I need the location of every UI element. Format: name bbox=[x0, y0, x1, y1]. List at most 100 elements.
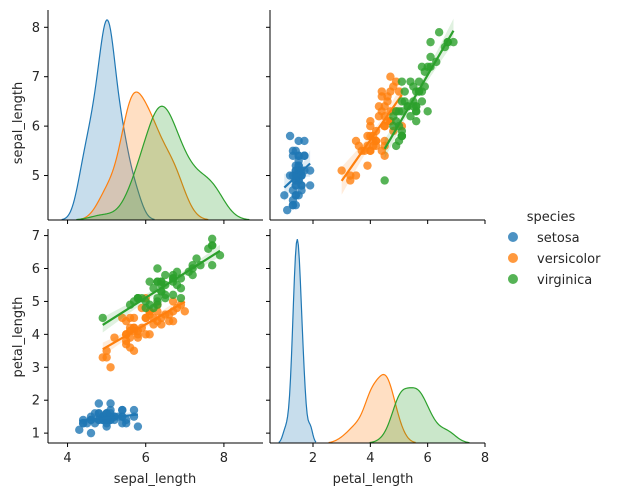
point-setosa bbox=[118, 405, 127, 415]
point-versicolor bbox=[121, 316, 131, 326]
point-virginica bbox=[207, 261, 217, 270]
point-versicolor bbox=[386, 72, 395, 81]
legend-marker-versicolor bbox=[508, 253, 518, 263]
point-virginica bbox=[141, 303, 150, 313]
ci-band-versicolor bbox=[341, 84, 402, 195]
panel-11-xtick-label: 2 bbox=[309, 451, 317, 466]
panel-10-ytick-label: 2 bbox=[32, 394, 40, 409]
panel-11-xtick-label: 8 bbox=[481, 451, 489, 466]
panel-sepal-sepal-kde: 5 6 7 8 bbox=[32, 10, 263, 224]
point-setosa bbox=[285, 131, 295, 141]
point-virginica bbox=[412, 116, 421, 126]
point-virginica bbox=[98, 313, 107, 323]
point-versicolor bbox=[164, 316, 174, 326]
point-setosa bbox=[129, 405, 139, 415]
panel-00-ytick-label: 7 bbox=[32, 70, 40, 85]
point-versicolor bbox=[110, 333, 119, 342]
point-virginica bbox=[417, 62, 427, 72]
point-setosa bbox=[283, 205, 292, 215]
point-virginica bbox=[397, 126, 407, 136]
regression-line-virginica bbox=[383, 30, 455, 150]
legend-marker-setosa bbox=[508, 232, 518, 242]
regression-line-versicolor bbox=[340, 94, 403, 182]
point-virginica bbox=[406, 77, 415, 86]
point-virginica bbox=[137, 293, 147, 303]
legend-label-virginica: virginica bbox=[537, 273, 592, 288]
point-versicolor bbox=[149, 320, 158, 329]
y-axis-label-sepal-length: sepal_length bbox=[11, 82, 26, 165]
point-versicolor bbox=[145, 310, 154, 319]
point-setosa bbox=[305, 166, 315, 175]
legend-title: species bbox=[527, 210, 576, 225]
panel-10-ytick-label: 3 bbox=[32, 361, 40, 376]
panel-11-xtick-label: 4 bbox=[366, 451, 374, 466]
panel-10-xtick-label: 8 bbox=[220, 451, 228, 466]
point-setosa bbox=[291, 181, 300, 190]
point-setosa bbox=[288, 200, 298, 210]
panel-10-ytick-label: 7 bbox=[32, 229, 40, 244]
panel-petal-vs-sepal-scatter: 4 6 8 1 2 3 4 5 6 7 bbox=[32, 229, 263, 466]
point-virginica bbox=[449, 37, 458, 47]
point-virginica bbox=[207, 241, 217, 250]
kde-fill-versicolor bbox=[328, 374, 416, 443]
point-virginica bbox=[207, 234, 217, 244]
panel-10-xtick-label: 6 bbox=[142, 451, 150, 466]
point-virginica bbox=[380, 176, 389, 185]
kde-line-versicolor bbox=[78, 91, 209, 220]
point-setosa bbox=[133, 422, 143, 431]
point-setosa bbox=[86, 428, 96, 438]
point-versicolor bbox=[366, 116, 375, 126]
point-virginica bbox=[161, 270, 170, 280]
point-virginica bbox=[426, 52, 435, 62]
y-axis-label-petal-length: petal_length bbox=[11, 297, 26, 378]
point-versicolor bbox=[106, 363, 115, 372]
point-versicolor bbox=[386, 87, 395, 96]
kde-fill-setosa bbox=[61, 20, 155, 220]
kde-line-setosa bbox=[61, 19, 155, 220]
point-versicolor bbox=[145, 330, 154, 339]
point-versicolor bbox=[377, 146, 386, 156]
point-virginica bbox=[400, 87, 409, 96]
point-virginica bbox=[414, 77, 424, 86]
point-virginica bbox=[391, 141, 401, 151]
x-axis-label-sepal-length: sepal_length bbox=[114, 472, 197, 487]
point-virginica bbox=[394, 107, 404, 116]
point-versicolor bbox=[337, 166, 346, 175]
point-virginica bbox=[188, 270, 197, 280]
point-versicolor bbox=[363, 161, 372, 170]
point-setosa bbox=[291, 191, 300, 200]
x-axis-label-petal-length: petal_length bbox=[333, 472, 414, 487]
point-virginica bbox=[168, 290, 178, 300]
legend-entry-virginica: virginica bbox=[508, 273, 592, 288]
point-versicolor bbox=[129, 346, 139, 356]
point-virginica bbox=[417, 97, 427, 106]
point-virginica bbox=[406, 112, 415, 121]
legend-label-versicolor: versicolor bbox=[537, 252, 601, 267]
kde-line-versicolor bbox=[328, 373, 416, 443]
point-virginica bbox=[434, 28, 444, 37]
point-virginica bbox=[389, 121, 398, 131]
point-virginica bbox=[145, 277, 154, 286]
point-setosa bbox=[280, 191, 289, 200]
point-setosa bbox=[305, 181, 315, 190]
point-virginica bbox=[423, 107, 432, 116]
panel-10-ytick-label: 5 bbox=[32, 295, 40, 310]
kde-fill-versicolor bbox=[78, 92, 209, 220]
kde-line-virginica bbox=[76, 105, 250, 220]
point-virginica bbox=[168, 274, 178, 283]
regression-line-virginica bbox=[102, 249, 221, 326]
point-setosa bbox=[106, 399, 115, 408]
legend-entry-setosa: setosa bbox=[508, 231, 580, 246]
point-virginica bbox=[400, 97, 409, 106]
series-setosa bbox=[280, 131, 315, 215]
panel-petal-petal-kde: 2 4 6 8 bbox=[266, 229, 489, 466]
legend: species setosa versicolor virginica bbox=[508, 210, 601, 288]
kde-line-setosa bbox=[278, 239, 317, 443]
point-virginica bbox=[172, 267, 182, 276]
point-setosa bbox=[75, 425, 84, 435]
point-setosa bbox=[106, 409, 115, 418]
series-virginica bbox=[98, 234, 225, 323]
point-virginica bbox=[192, 254, 201, 263]
point-setosa bbox=[94, 399, 104, 408]
